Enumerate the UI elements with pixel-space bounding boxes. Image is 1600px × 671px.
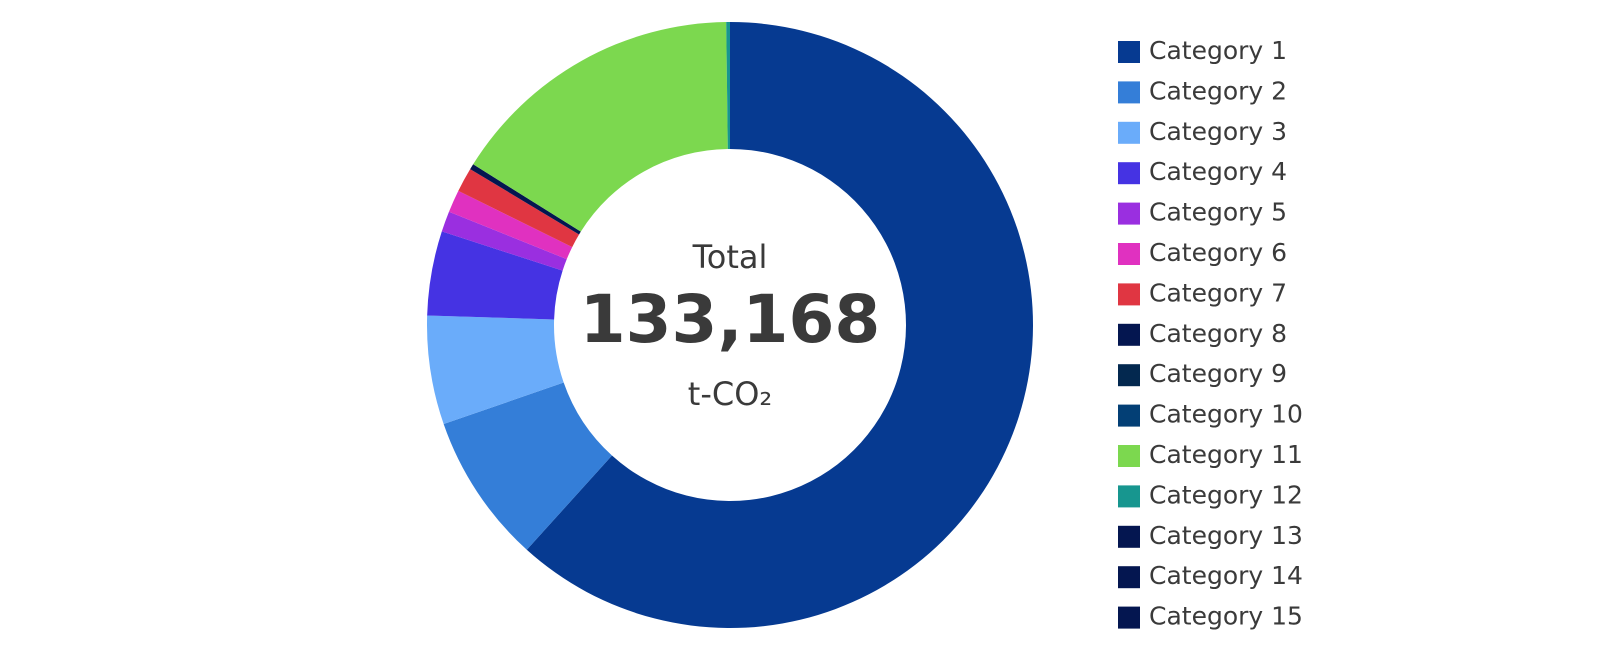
legend-label: Category 10 bbox=[1149, 400, 1303, 429]
legend-label: Category 8 bbox=[1149, 319, 1287, 348]
donut-slice bbox=[443, 382, 612, 550]
legend-label: Category 14 bbox=[1149, 561, 1303, 590]
donut-slice bbox=[427, 315, 564, 425]
legend-swatch bbox=[1118, 364, 1140, 387]
donut-slice bbox=[526, 22, 1034, 629]
donut-slice bbox=[726, 22, 730, 150]
center-unit: t-CO₂ bbox=[688, 375, 772, 413]
legend-swatch bbox=[1118, 485, 1140, 508]
legend-label: Category 5 bbox=[1149, 198, 1287, 227]
center-value: 133,168 bbox=[580, 281, 881, 358]
legend-swatch bbox=[1118, 283, 1140, 306]
legend-swatch bbox=[1118, 445, 1140, 467]
legend-swatch bbox=[1118, 243, 1140, 265]
legend-swatch bbox=[1118, 41, 1140, 63]
legend-label: Category 1 bbox=[1149, 36, 1287, 65]
legend-swatch bbox=[1118, 323, 1140, 346]
legend-label: Category 9 bbox=[1149, 359, 1287, 388]
legend-swatch bbox=[1118, 404, 1140, 427]
legend-swatch bbox=[1118, 162, 1140, 185]
donut-slice bbox=[448, 190, 573, 260]
legend-swatch bbox=[1118, 606, 1140, 629]
legend-swatch bbox=[1118, 121, 1140, 144]
legend-swatch bbox=[1118, 202, 1140, 225]
legend-label: Category 3 bbox=[1149, 117, 1287, 146]
center-label: Total bbox=[692, 238, 768, 276]
legend-label: Category 6 bbox=[1149, 238, 1287, 267]
legend-label: Category 11 bbox=[1149, 440, 1303, 469]
donut-slice bbox=[458, 169, 580, 248]
legend-label: Category 15 bbox=[1149, 602, 1303, 631]
legend-swatch bbox=[1118, 81, 1140, 104]
donut-slice bbox=[470, 164, 581, 235]
donut-slice bbox=[427, 231, 563, 320]
legend-label: Category 2 bbox=[1149, 76, 1287, 105]
legend-swatch bbox=[1118, 525, 1140, 548]
legend-label: Category 7 bbox=[1149, 278, 1287, 307]
donut-slice bbox=[441, 211, 567, 271]
donut-slice bbox=[473, 22, 728, 232]
legend-swatch bbox=[1118, 566, 1140, 589]
legend-label: Category 4 bbox=[1149, 157, 1287, 186]
legend-label: Category 12 bbox=[1149, 480, 1303, 509]
legend-label: Category 13 bbox=[1149, 521, 1303, 550]
